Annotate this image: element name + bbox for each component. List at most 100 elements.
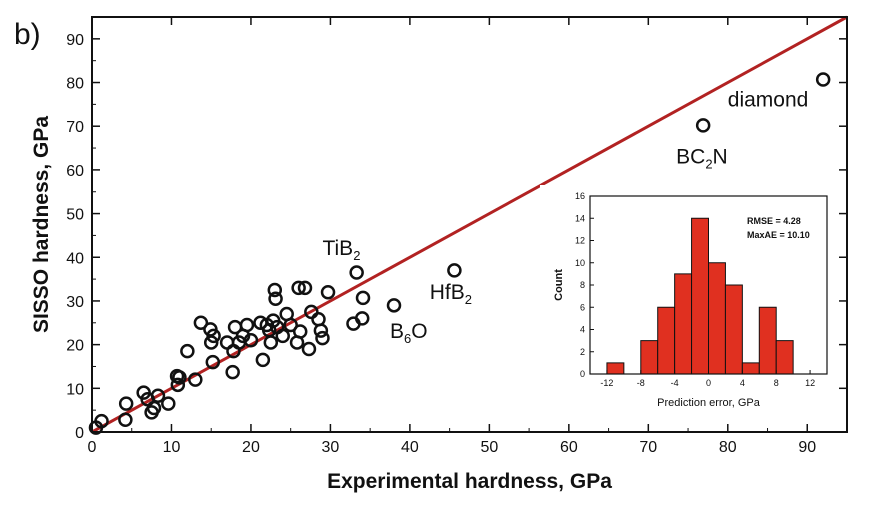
data-point <box>94 413 109 429</box>
data-point <box>315 330 330 346</box>
data-point <box>275 328 290 344</box>
y-tick-label: 10 <box>66 381 84 398</box>
inset-x-tick-label: 4 <box>740 378 745 388</box>
inset-y-tick-label: 12 <box>575 236 585 246</box>
inset-y-tick-label: 6 <box>580 302 585 312</box>
data-point <box>291 280 306 296</box>
y-tick-label: 30 <box>66 294 84 311</box>
histogram-bar <box>691 217 709 375</box>
data-point <box>695 118 711 133</box>
inset-x-tick-label: -8 <box>637 378 645 388</box>
inset-y-tick-label: 10 <box>575 258 585 268</box>
data-point <box>255 352 271 368</box>
histogram-bar <box>758 306 777 375</box>
inset-y-tick-label: 0 <box>580 369 585 379</box>
data-point <box>268 291 283 307</box>
histogram-bar <box>724 284 743 375</box>
inset-y-tick-label: 2 <box>580 347 585 357</box>
inset-stat-label: MaxAE = 10.10 <box>747 230 810 240</box>
y-tick-label: 20 <box>66 338 84 355</box>
data-point <box>263 335 279 350</box>
inset-y-tick-label: 14 <box>575 213 585 223</box>
y-tick-label: 90 <box>66 32 84 49</box>
inset-x-tick-label: 0 <box>706 378 711 388</box>
y-axis-title: SISSO hardness, GPa <box>30 116 53 333</box>
x-tick-label: 50 <box>480 439 498 456</box>
x-axis-title: Experimental hardness, GPa <box>327 470 612 493</box>
histogram-bar <box>640 340 659 375</box>
data-point <box>304 304 319 320</box>
data-point <box>150 388 166 403</box>
plot-frame <box>91 16 848 433</box>
point-annotation: BC2N <box>676 145 728 171</box>
histogram-bar <box>708 262 726 375</box>
inset-y-tick-label: 4 <box>580 325 585 335</box>
inset-x-tick-label: 12 <box>805 378 815 388</box>
inset-y-axis-title: Count <box>553 269 565 301</box>
x-tick-label: 0 <box>88 439 97 456</box>
data-point <box>205 354 221 370</box>
panel-label: b) <box>14 18 41 51</box>
data-point <box>301 341 317 357</box>
data-point <box>313 323 329 338</box>
data-point <box>172 370 187 385</box>
x-tick-label: 70 <box>639 439 657 456</box>
point-annotation: HfB2 <box>430 281 472 307</box>
point-annotation: TiB2 <box>322 237 360 263</box>
inset-x-tick-label: -12 <box>600 378 613 388</box>
data-point <box>447 263 462 278</box>
data-point <box>267 282 283 298</box>
data-point <box>311 312 326 327</box>
inset-y-tick-label: 8 <box>580 280 585 290</box>
point-annotation: diamond <box>728 89 809 112</box>
histogram-bar <box>741 362 760 375</box>
y-tick-label: 70 <box>66 119 84 136</box>
inset-x-axis-title: Prediction error, GPa <box>657 397 761 409</box>
histogram-bar <box>674 273 693 375</box>
data-point <box>146 400 162 416</box>
data-point <box>206 328 221 344</box>
x-tick-label: 10 <box>163 439 181 456</box>
inset-frame <box>589 195 828 375</box>
data-point <box>283 317 298 333</box>
data-point <box>292 324 308 339</box>
x-tick-label: 40 <box>401 439 419 456</box>
data-point <box>297 280 313 296</box>
inset-x-tick-label: 8 <box>774 378 779 388</box>
x-tick-label: 90 <box>798 439 816 456</box>
histogram-bar <box>657 306 676 375</box>
data-point <box>354 311 370 326</box>
inset-stat-label: RMSE = 4.28 <box>747 216 801 226</box>
data-point <box>349 265 364 280</box>
x-tick-label: 80 <box>719 439 737 456</box>
histogram-bar <box>775 340 794 375</box>
y-tick-label: 50 <box>66 207 84 224</box>
data-point <box>180 343 195 359</box>
data-point <box>170 377 186 393</box>
y-tick-label: 40 <box>66 250 84 267</box>
y-tick-label: 80 <box>66 76 84 93</box>
data-point <box>320 284 336 300</box>
data-point <box>225 364 240 380</box>
histogram-bar <box>606 362 625 375</box>
y-tick-label: 0 <box>75 425 84 442</box>
data-point <box>815 72 831 87</box>
data-point <box>193 315 209 331</box>
point-annotation: B6O <box>390 320 428 346</box>
data-point <box>243 333 259 348</box>
x-tick-label: 60 <box>560 439 578 456</box>
x-tick-label: 20 <box>242 439 260 456</box>
data-point <box>118 412 133 428</box>
data-point <box>239 317 255 333</box>
data-point <box>386 298 402 313</box>
y-tick-label: 60 <box>66 163 84 180</box>
data-point <box>188 372 203 387</box>
inset-y-tick-label: 16 <box>575 191 585 201</box>
data-point <box>203 335 219 350</box>
data-point <box>118 396 134 411</box>
data-point <box>161 396 176 411</box>
inset-x-tick-label: -4 <box>671 378 679 388</box>
data-point <box>355 290 371 306</box>
x-tick-label: 30 <box>322 439 340 456</box>
